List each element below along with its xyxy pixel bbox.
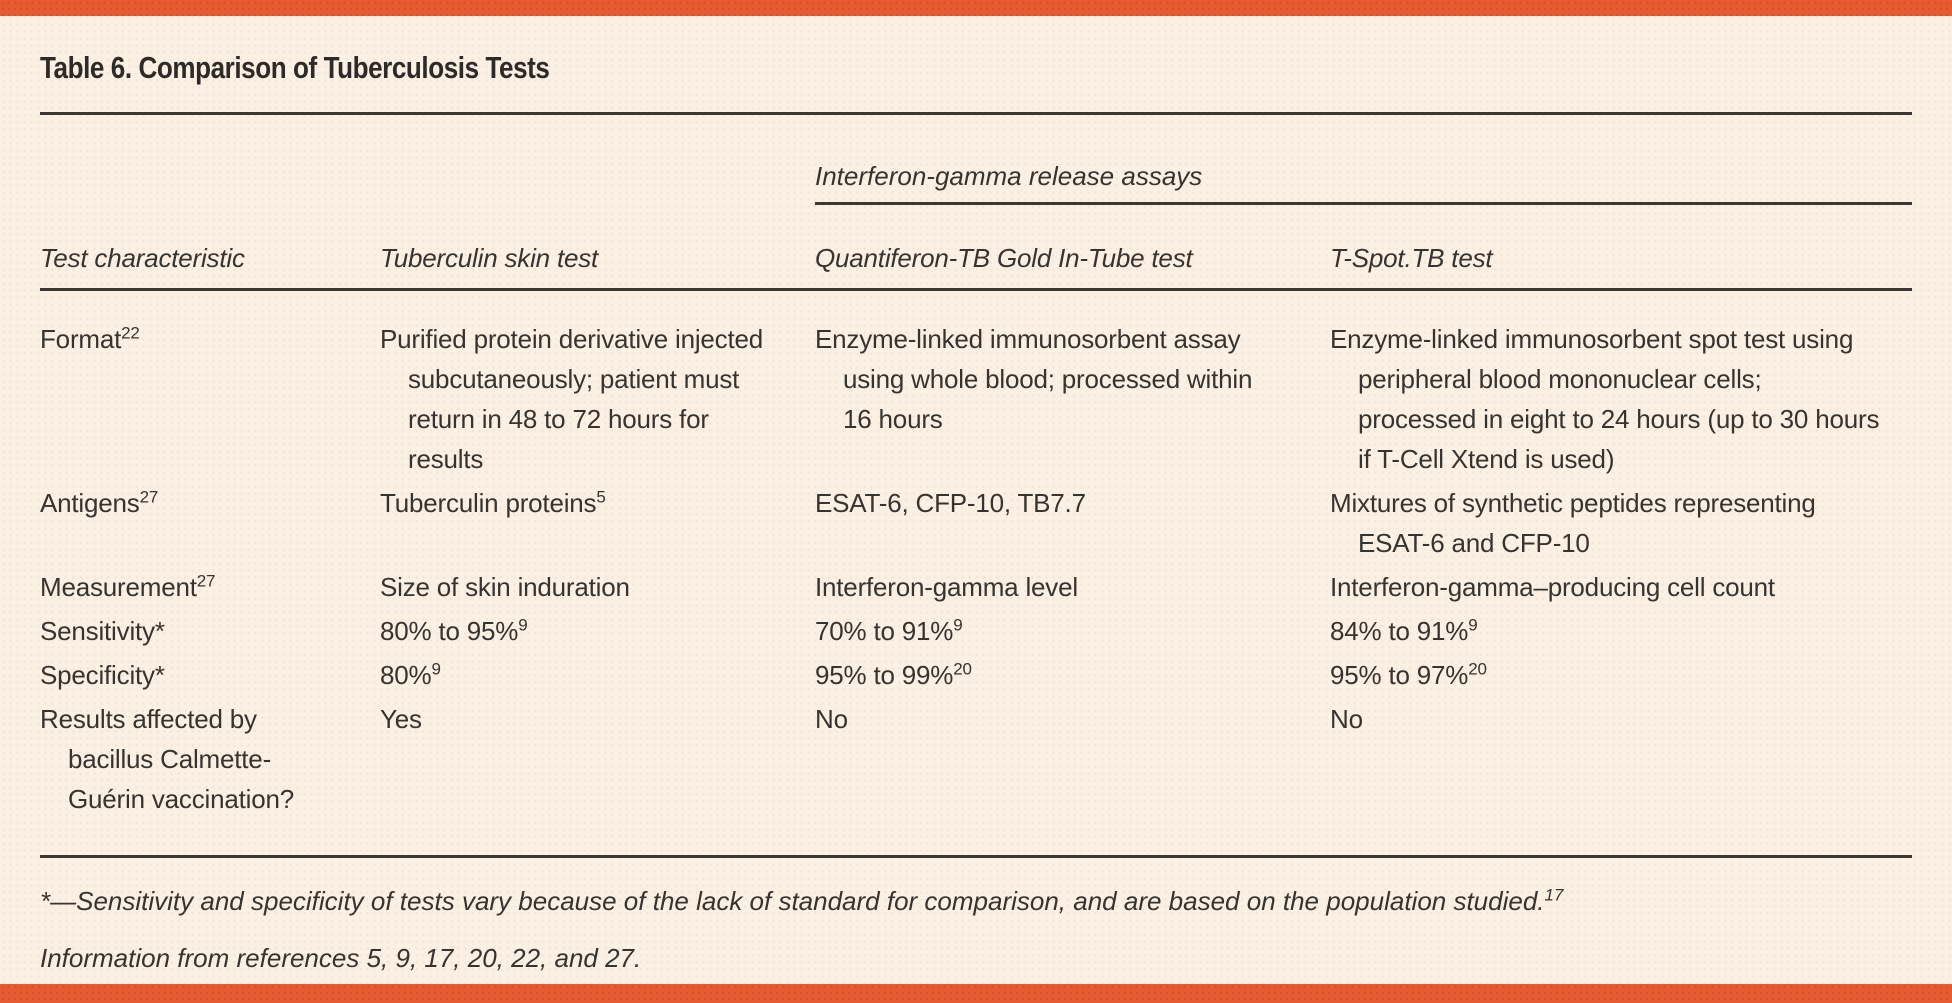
table-cell: Mixtures of synthetic peptides represent…: [1330, 488, 1816, 558]
table-cell: 95% to 99%20: [815, 659, 972, 690]
table-cell: Antigens27: [40, 487, 159, 518]
table-cell: Sensitivity*: [40, 616, 165, 646]
table-cell: Yes: [380, 704, 422, 734]
table-cell: Size of skin induration: [380, 572, 630, 602]
table-figure: Table 6. Comparison of Tuberculosis Test…: [40, 0, 1912, 974]
footnote: *—Sensitivity and specificity of tests v…: [40, 885, 1564, 916]
table-cell: ESAT-6, CFP-10, TB7.7: [815, 488, 1086, 518]
table-cell: Enzyme-linked immunosorbent spot test us…: [1330, 324, 1880, 474]
divider-top: [40, 112, 1912, 115]
table-cell: Interferon-gamma–producing cell count: [1330, 572, 1775, 602]
table-title: Table 6. Comparison of Tuberculosis Test…: [40, 50, 550, 85]
footnote: Information from references 5, 9, 17, 20…: [40, 943, 642, 973]
table-row: Antigens27 Tuberculin proteins5 ESAT-6, CF…: [40, 483, 1912, 563]
column-header-test-characteristic: Test characteristic: [40, 243, 245, 273]
table-cell: 95% to 97%20: [1330, 659, 1487, 690]
column-header-quantiferon: Quantiferon-TB Gold In-Tube test: [815, 243, 1193, 273]
table-cell: 84% to 91%9: [1330, 615, 1478, 646]
table-cell: Format22: [40, 323, 140, 354]
footnotes: *—Sensitivity and specificity of tests v…: [40, 858, 1912, 974]
table-cell: 70% to 91%9: [815, 615, 963, 646]
table-cell: Measurement27: [40, 571, 216, 602]
group-header-row: Interferon-gamma release assays: [40, 115, 1912, 205]
table-row: Results affected by bacillus Calmette-Gu…: [40, 699, 1912, 819]
table-body: Format22 Purified protein derivative inje…: [40, 291, 1912, 858]
column-header-tspot: T-Spot.TB test: [1330, 243, 1493, 273]
table-row: Sensitivity* 80% to 95%9 70% to 91%9 84% to…: [40, 611, 1912, 651]
bottom-accent-bar: [0, 984, 1952, 1003]
table-cell: Specificity*: [40, 660, 165, 690]
table-cell: 80% to 95%9: [380, 615, 528, 646]
table-cell: Purified protein derivative injected sub…: [380, 324, 764, 474]
group-header-igra: Interferon-gamma release assays: [815, 161, 1912, 205]
table-row: Measurement27 Size of skin induration Inte…: [40, 567, 1912, 607]
table-row: Specificity* 80%9 95% to 99%20 95% to 97%20: [40, 655, 1912, 695]
table-cell: Results affected by bacillus Calmette-Gu…: [40, 704, 294, 814]
table-cell: No: [1330, 704, 1363, 734]
table-row: Format22 Purified protein derivative inje…: [40, 319, 1912, 479]
column-header-tuberculin-skin-test: Tuberculin skin test: [380, 243, 599, 273]
table-cell: Enzyme-linked immunosorbent assay using …: [815, 324, 1253, 434]
table-cell: Interferon-gamma level: [815, 572, 1078, 602]
table-cell: 80%9: [380, 659, 441, 690]
table-cell: Tuberculin proteins5: [380, 487, 606, 518]
column-header-row: Test characteristic Tuberculin skin test…: [40, 205, 1912, 291]
top-accent-bar: [0, 0, 1952, 16]
table-cell: No: [815, 704, 848, 734]
